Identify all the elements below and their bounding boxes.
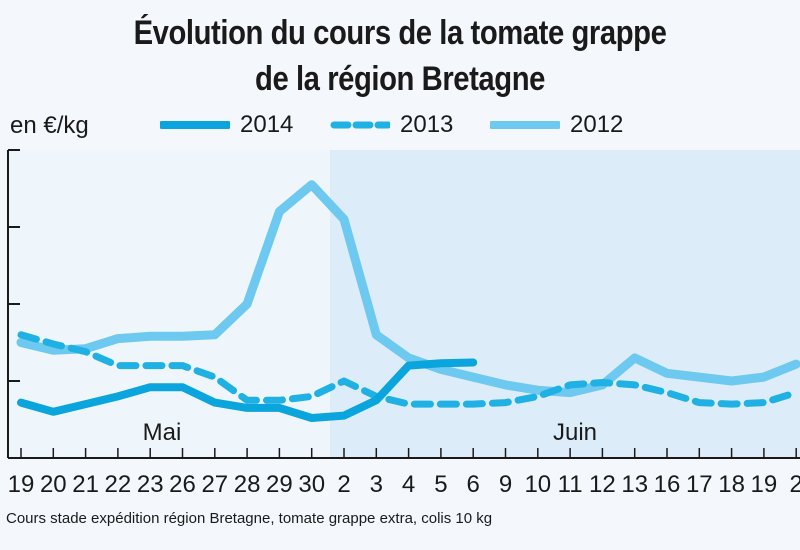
x-tick-label: 21	[72, 471, 99, 498]
x-tick-label: 26	[169, 471, 196, 498]
x-tick-label: 18	[718, 471, 745, 498]
y-axis-unit-label: en €/kg	[10, 112, 89, 139]
x-tick-label: 17	[686, 471, 713, 498]
series-line-2014	[17, 358, 478, 422]
x-tick-label: 16	[654, 471, 681, 498]
chart-title: Évolution du cours de la tomate grappe	[133, 14, 667, 52]
x-tick-label: 27	[201, 471, 228, 498]
x-tick-label: 5	[434, 471, 447, 498]
x-tick-label: 13	[621, 471, 648, 498]
legend-label-2013: 2013	[400, 111, 454, 138]
legend-item-2013: 2013	[330, 110, 453, 140]
source-note: Cours stade expédition région Bretagne, …	[6, 510, 493, 527]
x-tick-label: 9	[499, 471, 512, 498]
x-tick-label: 2	[790, 471, 800, 498]
legend-label-2012: 2012	[570, 111, 624, 138]
chart-title-block: Évolution du cours de la tomate grappe d…	[0, 10, 800, 102]
x-tick-label: 12	[589, 471, 616, 498]
x-tick-label: 20	[40, 471, 67, 498]
x-tick-label: 19	[8, 471, 35, 498]
legend-swatch-2012	[490, 121, 560, 129]
legend-swatch-2013	[330, 121, 390, 129]
x-tick-label: 22	[105, 471, 132, 498]
x-tick-label: 2	[337, 471, 350, 498]
x-tick-label: 29	[266, 471, 293, 498]
x-tick-label: 3	[370, 471, 383, 498]
x-tick-label: 6	[467, 471, 480, 498]
series-line-2012	[16, 180, 800, 398]
x-tick-label: 10	[524, 471, 551, 498]
x-tick-label: 30	[298, 471, 325, 498]
series-line-2013	[17, 331, 800, 408]
month-label-mai: Mai	[143, 419, 182, 446]
x-tick-label: 4	[402, 471, 415, 498]
legend-label-2014: 2014	[240, 111, 294, 138]
x-tick-label: 11	[558, 471, 583, 498]
plot-area-june	[330, 150, 800, 458]
x-tick-label: 28	[234, 471, 261, 498]
chart-subtitle: de la région Bretagne	[255, 60, 545, 98]
month-label-juin: Juin	[553, 419, 597, 446]
legend-item-2012: 2012	[490, 110, 623, 140]
x-tick-label: 19	[751, 471, 778, 498]
x-tick-label: 23	[137, 471, 164, 498]
legend-swatch-2014	[160, 121, 230, 129]
legend-item-2014: 2014	[160, 110, 293, 140]
